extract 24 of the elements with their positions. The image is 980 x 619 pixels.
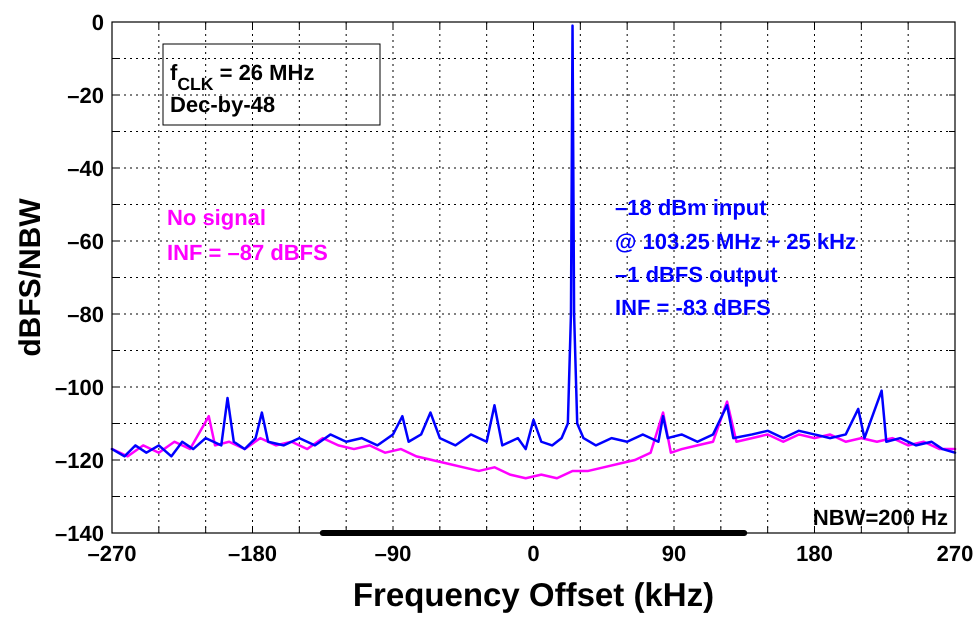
y-tick-label: –120 xyxy=(55,448,104,473)
x-tick-label: –180 xyxy=(228,541,277,566)
y-tick-label: –40 xyxy=(67,156,104,181)
x-tick-label: 0 xyxy=(527,541,540,566)
y-axis-title: dBFS/NBW xyxy=(14,198,47,357)
annotation: No signal xyxy=(167,205,266,230)
annotation: –1 dBFS output xyxy=(615,262,778,287)
annotation: f$_{CLK}$ = 26 MHz xyxy=(170,60,314,94)
annotation: INF = –87 dBFS xyxy=(167,240,328,265)
annotation: INF = -83 dBFS xyxy=(615,295,771,320)
annotation: @ 103.25 MHz + 25 kHz xyxy=(615,229,856,254)
x-axis-title: Frequency Offset (kHz) xyxy=(352,576,714,613)
y-tick-label: –100 xyxy=(55,375,104,400)
y-tick-label: –60 xyxy=(67,229,104,254)
x-tick-label: 90 xyxy=(662,541,686,566)
x-tick-label: –90 xyxy=(374,541,412,566)
x-tick-label: 270 xyxy=(936,541,974,566)
annotation: –18 dBm input xyxy=(615,195,768,220)
y-tick-label: 0 xyxy=(92,10,104,35)
y-tick-label: –20 xyxy=(67,83,104,108)
annotation: Dec-by-48 xyxy=(170,92,276,117)
y-tick-label: –80 xyxy=(67,302,104,327)
annotation: NBW=200 Hz xyxy=(812,505,948,530)
x-tick-label: 180 xyxy=(796,541,833,566)
